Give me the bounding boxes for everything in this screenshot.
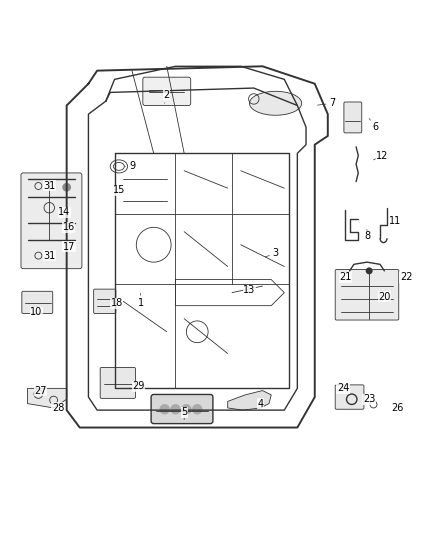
Text: 22: 22 xyxy=(400,272,413,282)
Text: 18: 18 xyxy=(111,298,123,309)
FancyBboxPatch shape xyxy=(22,292,53,313)
Text: 17: 17 xyxy=(63,240,75,252)
FancyBboxPatch shape xyxy=(21,173,82,269)
FancyBboxPatch shape xyxy=(335,270,399,320)
Text: 4: 4 xyxy=(257,399,263,409)
Text: 16: 16 xyxy=(63,222,75,232)
Polygon shape xyxy=(28,389,67,408)
Text: 28: 28 xyxy=(52,403,64,413)
Text: 11: 11 xyxy=(389,216,401,226)
Text: 2: 2 xyxy=(164,90,170,103)
Text: 31: 31 xyxy=(43,181,55,191)
Polygon shape xyxy=(228,391,271,410)
Text: 5: 5 xyxy=(181,407,187,419)
Text: 21: 21 xyxy=(339,272,351,282)
FancyBboxPatch shape xyxy=(100,367,135,398)
Text: 8: 8 xyxy=(364,230,370,241)
Text: 29: 29 xyxy=(132,381,145,391)
Text: 10: 10 xyxy=(30,307,42,317)
Text: 26: 26 xyxy=(391,403,404,413)
Circle shape xyxy=(192,404,202,415)
FancyBboxPatch shape xyxy=(94,289,116,313)
Text: 13: 13 xyxy=(244,286,256,295)
Circle shape xyxy=(159,404,170,415)
Text: 24: 24 xyxy=(337,383,349,393)
FancyBboxPatch shape xyxy=(344,102,362,133)
Text: 1: 1 xyxy=(138,293,144,309)
Text: 31: 31 xyxy=(43,251,55,261)
FancyBboxPatch shape xyxy=(143,77,191,106)
Circle shape xyxy=(366,268,373,274)
Text: 15: 15 xyxy=(113,185,125,195)
Text: 9: 9 xyxy=(125,161,135,172)
Text: 14: 14 xyxy=(58,207,71,217)
FancyBboxPatch shape xyxy=(151,394,213,424)
Circle shape xyxy=(181,404,191,415)
Circle shape xyxy=(170,404,181,415)
FancyBboxPatch shape xyxy=(335,385,364,409)
Text: 6: 6 xyxy=(369,118,379,132)
Text: 3: 3 xyxy=(265,248,279,259)
Text: 12: 12 xyxy=(374,150,389,160)
Text: 7: 7 xyxy=(318,98,335,108)
Text: 27: 27 xyxy=(34,385,47,395)
Text: 23: 23 xyxy=(363,394,375,404)
Circle shape xyxy=(62,183,71,192)
Ellipse shape xyxy=(250,91,302,115)
Text: 20: 20 xyxy=(378,292,391,302)
